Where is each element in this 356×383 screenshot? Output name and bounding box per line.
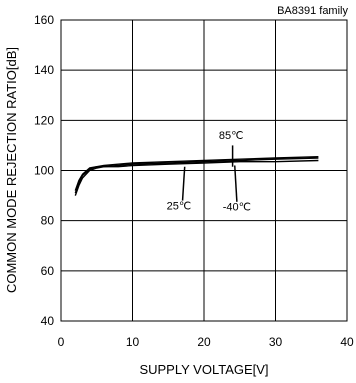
chart-note: BA8391 family: [277, 5, 348, 17]
annotation-leader-1: [183, 167, 185, 201]
series-lines: [75, 157, 318, 196]
x-axis-title: SUPPLY VOLTAGE[V]: [139, 362, 268, 377]
grid-lines: [61, 20, 347, 321]
annotation-label-2: -40℃: [223, 202, 251, 214]
annotation-label-0: 85℃: [219, 130, 244, 142]
y-axis-title: COMMON MODE REJECTION RATIO[dB]: [4, 47, 19, 293]
y-tick-label: 100: [34, 164, 54, 178]
y-tick-label: 40: [41, 314, 55, 328]
y-tick-label: 160: [34, 13, 54, 27]
y-tick-label: 80: [41, 214, 55, 228]
annotation-label-1: 25℃: [167, 200, 192, 212]
x-tick-label: 20: [197, 335, 211, 349]
y-tick-label: 120: [34, 113, 54, 127]
y-tick-label: 140: [34, 63, 54, 77]
x-tick-label: 40: [340, 335, 354, 349]
x-tick-labels: 0 10 20 30 40: [58, 335, 354, 349]
x-tick-label: 0: [58, 335, 65, 349]
x-tick-label: 10: [126, 335, 140, 349]
annotations: 85℃ 25℃ -40℃: [167, 130, 251, 213]
y-tick-labels: 40 60 80 100 120 140 160: [34, 13, 54, 328]
x-tick-label: 30: [269, 335, 283, 349]
y-tick-label: 60: [41, 264, 55, 278]
